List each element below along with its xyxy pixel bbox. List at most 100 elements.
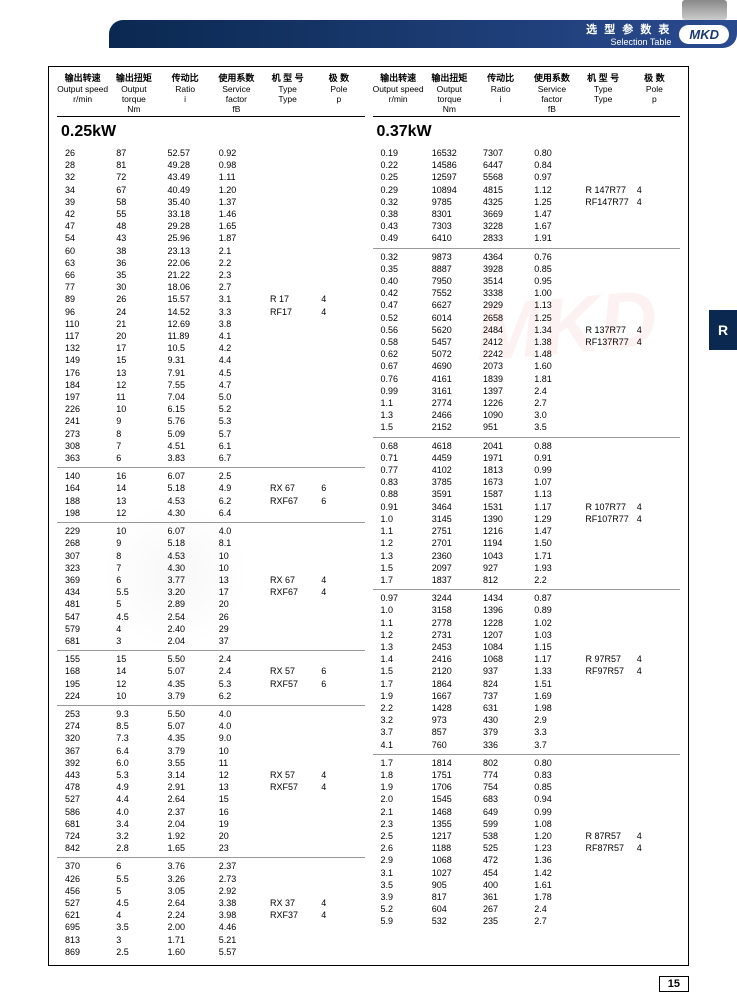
col-header: 极 数Polep — [629, 71, 680, 114]
table-row: 48152.8920 — [57, 598, 365, 610]
table-row: 57942.4029 — [57, 623, 365, 635]
table-row: 0.99316113972.4 — [373, 385, 681, 397]
table-header: 输出转速Output speedr/min输出扭矩Output torqueNm… — [57, 71, 365, 117]
table-row: 2.512175381.20R 87R574 — [373, 830, 681, 842]
table-row: 544325.961.87 — [57, 232, 365, 244]
power-heading: 0.25kW — [61, 123, 365, 141]
table-row: 6953.52.004.46 — [57, 921, 365, 933]
table-row: 198124.306.4 — [57, 507, 365, 519]
table-row: 1.521529513.5 — [373, 421, 681, 433]
table-row: 36363.836.7 — [57, 452, 365, 464]
table-row: 140166.072.5 — [57, 470, 365, 482]
table-row: 1.718648241.51 — [373, 678, 681, 690]
table-row: 4.17603363.7 — [373, 739, 681, 751]
data-group: 1.718148020.801.817517740.831.917067540.… — [373, 755, 681, 931]
power-heading: 0.37kW — [377, 123, 681, 141]
table-row: 0.191653273070.80 — [373, 147, 681, 159]
data-group: 155155.502.4168145.072.4RX 576195124.355… — [57, 651, 365, 706]
table-row: 2748.55.074.0 — [57, 720, 365, 732]
table-row: 0.58545724121.38RF137R774 — [373, 336, 681, 348]
table-row: 36963.7713RX 674 — [57, 574, 365, 586]
table-row: 1.2270111941.50 — [373, 537, 681, 549]
table-row: 197117.045.0 — [57, 391, 365, 403]
table-row: 0.68461820410.88 — [373, 440, 681, 452]
table-row: 1.4241610681.17R 97R574 — [373, 653, 681, 665]
table-row: 0.83378516731.07 — [373, 476, 681, 488]
table-row: 24195.765.3 — [57, 415, 365, 427]
table-row: 37063.762.37 — [57, 860, 365, 872]
table-row: 0.91346415311.17R 107R774 — [373, 501, 681, 513]
table-row: 2.015456830.94 — [373, 793, 681, 805]
table-row: 2.214286311.98 — [373, 702, 681, 714]
table-row: 3.59054001.61 — [373, 879, 681, 891]
table-row: 1.3245310841.15 — [373, 641, 681, 653]
table-row: 155155.502.4 — [57, 653, 365, 665]
table-row: 8422.81.6523 — [57, 842, 365, 854]
header-bar: 选 型 参 数 表 Selection Table MKD — [109, 20, 737, 48]
table-row: 773018.062.7 — [57, 281, 365, 293]
table-row: 0.71445919710.91 — [373, 452, 681, 464]
table-row: 45653.052.92 — [57, 885, 365, 897]
table-row: 1.718378122.2 — [373, 574, 681, 586]
table-row: 0.32987343640.76 — [373, 251, 681, 263]
table-row: 0.76416118391.81 — [373, 373, 681, 385]
table-row: 3.98173611.78 — [373, 891, 681, 903]
header-title-en: Selection Table — [586, 37, 671, 47]
table-row: 5474.52.5426 — [57, 611, 365, 623]
table-row: 30874.516.1 — [57, 440, 365, 452]
table-row: 346740.491.20 — [57, 184, 365, 196]
table-row: 62142.243.98RXF374 — [57, 909, 365, 921]
table-row: 1.521209371.33RF97R574 — [373, 665, 681, 677]
table-row: 0.97324414340.87 — [373, 592, 681, 604]
col-header: 传动比Ratioi — [475, 71, 526, 114]
col-header: 使用系数Service factorfB — [526, 71, 577, 114]
table-row: 1.817517740.83 — [373, 769, 681, 781]
table-row: 0.38830136691.47 — [373, 208, 681, 220]
data-group: 0.68461820410.880.71445919710.910.774102… — [373, 438, 681, 590]
table-row: 1.1277812281.02 — [373, 617, 681, 629]
data-group: 0.32987343640.760.35888739280.850.407950… — [373, 249, 681, 438]
table-row: 1102112.693.8 — [57, 318, 365, 330]
table-row: 1.1277412262.7 — [373, 397, 681, 409]
table-row: 26895.188.1 — [57, 537, 365, 549]
mkd-badge: MKD — [679, 25, 729, 44]
data-group: 37063.762.374265.53.262.7345653.052.9252… — [57, 858, 365, 961]
col-header: 输出转速Output speedr/min — [373, 71, 424, 114]
table-row: 7243.21.9220 — [57, 830, 365, 842]
table-row: 226106.155.2 — [57, 403, 365, 415]
table-row: 1.718148020.80 — [373, 757, 681, 769]
table-row: 2.910684721.36 — [373, 854, 681, 866]
table-row: 168145.072.4RX 576 — [57, 665, 365, 677]
table-row: 1321710.54.2 — [57, 342, 365, 354]
col-header: 使用系数Service factorfB — [211, 71, 262, 114]
table-row: 0.42755233381.00 — [373, 287, 681, 299]
table-row: 0.32978543251.25RF147R774 — [373, 196, 681, 208]
col-header: 输出扭矩Output torqueNm — [108, 71, 159, 114]
table-row: 425533.181.46 — [57, 208, 365, 220]
table-row: 0.88359115871.13 — [373, 488, 681, 500]
data-group: 140166.072.5164145.184.9RX 676188134.536… — [57, 468, 365, 523]
table-row: 0.56562024841.34R 137R774 — [373, 324, 681, 336]
table-row: 5.26042672.4 — [373, 903, 681, 915]
table-row: 8692.51.605.57 — [57, 946, 365, 958]
table-row: 27385.095.7 — [57, 428, 365, 440]
table-row: 268752.570.92 — [57, 147, 365, 159]
table-row: 0.40795035140.95 — [373, 275, 681, 287]
table-row: 0.77410218130.99 — [373, 464, 681, 476]
table-row: 4345.53.2017RXF674 — [57, 586, 365, 598]
table-row: 0.43730332281.67 — [373, 220, 681, 232]
table-row: 2.114686490.99 — [373, 806, 681, 818]
table-row: 1.917067540.85 — [373, 781, 681, 793]
data-group: 2539.35.504.02748.55.074.03207.34.359.03… — [57, 706, 365, 858]
table-row: 3207.34.359.0 — [57, 732, 365, 744]
table-row: 0.291089448151.12R 147R774 — [373, 184, 681, 196]
table-row: 663521.222.3 — [57, 269, 365, 281]
table-row: 395835.401.37 — [57, 196, 365, 208]
table-row: 81331.715.21 — [57, 934, 365, 946]
table-row: 195124.355.3RXF576 — [57, 678, 365, 690]
header-title-cn: 选 型 参 数 表 — [586, 21, 671, 37]
table-row: 188134.536.2RXF676 — [57, 495, 365, 507]
table-row: 1.520979271.93 — [373, 562, 681, 574]
data-group: 0.191653273070.800.221458664470.840.2512… — [373, 145, 681, 249]
selection-table: 输出转速Output speedr/min 输出扭矩Output torqueNm… — [48, 66, 689, 966]
